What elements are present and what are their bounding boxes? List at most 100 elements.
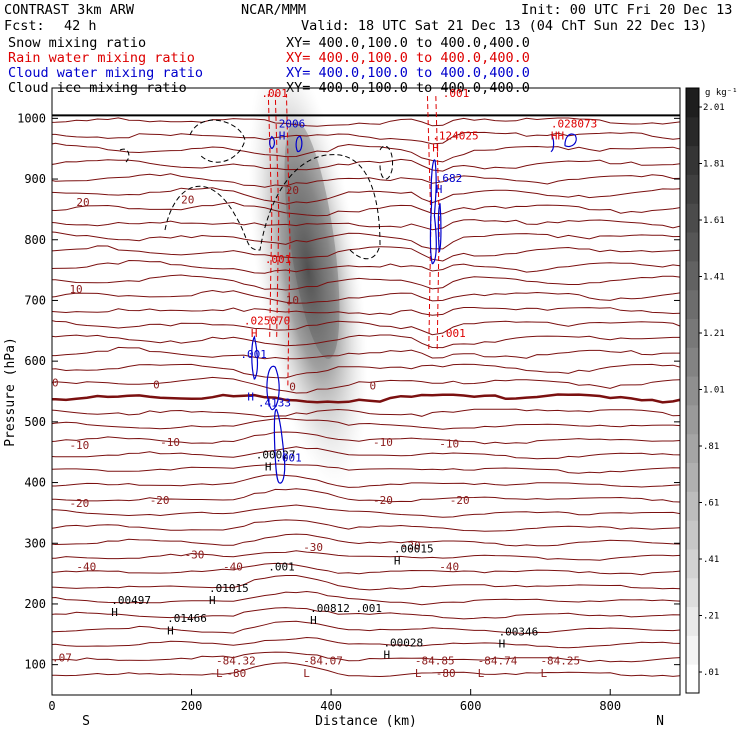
colorbar-swatch-10 xyxy=(686,376,699,406)
cloud-water-contour-3 xyxy=(429,159,437,265)
temperature-contour-37 xyxy=(52,131,680,145)
temperature-contour-18 xyxy=(52,408,680,418)
temperature-label-3: -30 xyxy=(185,548,205,561)
temperature-contour-16 xyxy=(52,431,680,445)
plot-frame xyxy=(51,87,681,696)
y-tick-label-9: 1000 xyxy=(17,111,46,125)
extrema-label-28: .00027 xyxy=(256,448,296,461)
temperature-label-5: -30 xyxy=(303,541,323,554)
y-tick-label-6: 700 xyxy=(24,293,46,307)
x-end-left: S xyxy=(82,714,90,729)
temperature-label-9: -20 xyxy=(450,494,470,507)
y-tick-label-0: 100 xyxy=(24,658,46,672)
temperature-label-10: -10 xyxy=(69,439,89,452)
extrema-label-22: H xyxy=(209,594,216,607)
colorbar-tick-label-3: .61 xyxy=(703,499,719,509)
extrema-label-36: .001 xyxy=(439,327,466,340)
extrema-label-2: .07 xyxy=(52,652,72,665)
y-tick-label-4: 500 xyxy=(24,415,46,429)
y-tick-label-7: 800 xyxy=(24,233,46,247)
colorbar-tick-label-5: 1.01 xyxy=(703,386,725,396)
extrema-label-46: .001 xyxy=(443,87,470,100)
x-tick-label-0: 0 xyxy=(48,699,55,713)
temperature-contour-12 xyxy=(52,488,680,503)
y-tick-label-8: 900 xyxy=(24,172,46,186)
field-xy-snow: XY= 400.0,100.0 to 400.0,400.0 xyxy=(286,35,530,51)
temperature-contour-26 xyxy=(52,289,680,304)
colorbar-tick-label-6: 1.21 xyxy=(703,329,725,339)
extrema-label-34: .025070 xyxy=(244,315,290,328)
field-name-snow: Snow mixing ratio xyxy=(8,35,147,51)
temperature-contour-25 xyxy=(52,307,680,316)
extrema-label-31: H xyxy=(247,391,254,404)
cloud-water-contour-4 xyxy=(437,203,442,253)
rain-contour-0 xyxy=(267,94,273,337)
rain-contour-3 xyxy=(426,94,432,350)
temperature-label-20: 20 xyxy=(76,196,89,209)
extrema-label-44: .028073 xyxy=(551,117,597,130)
temperature-label-14: 0 xyxy=(52,377,59,390)
temperature-contour-21 xyxy=(52,363,680,379)
colorbar-tick-label-7: 1.41 xyxy=(703,273,725,283)
temperature-contour-35 xyxy=(52,158,680,172)
org-title: NCAR/MMM xyxy=(241,2,307,18)
temperature-contour-28 xyxy=(52,259,680,274)
temperature-contour-8 xyxy=(52,550,680,561)
temperature-contour-30 xyxy=(52,231,680,250)
x-tick-label-3: 600 xyxy=(460,699,482,713)
extrema-label-29: .001 xyxy=(275,451,302,464)
temperature-label-23: -80 xyxy=(226,667,246,680)
colorbar-swatch-13 xyxy=(686,289,699,319)
rain-contour-2 xyxy=(285,94,291,386)
extrema-label-8: -84.74 xyxy=(478,655,518,668)
temperature-contour-32 xyxy=(52,201,680,217)
temperature-contour-20 xyxy=(52,376,680,394)
colorbar-swatch-6 xyxy=(686,491,699,521)
field-name-cloudwater: Cloud water mixing ratio xyxy=(8,65,204,81)
extrema-label-17: .001 xyxy=(356,602,383,615)
colorbar-swatch-0 xyxy=(686,664,699,694)
extrema-label-42: .124025 xyxy=(432,130,478,143)
extrema-label-25: H xyxy=(394,554,401,567)
temperature-label-22: 20 xyxy=(286,184,299,197)
cloud-water-contour-0 xyxy=(273,409,286,484)
temperature-label-0: -40 xyxy=(76,561,96,574)
colorbar-tick-label-8: 1.61 xyxy=(703,216,725,226)
x-axis-title: Distance (km) xyxy=(315,714,417,729)
temperature-contour-1 xyxy=(52,651,680,663)
fcst-value: 42 h xyxy=(64,18,97,34)
snow-shading xyxy=(248,88,368,488)
extrema-label-24: .001 xyxy=(268,561,295,574)
colorbar-tick-label-2: .41 xyxy=(703,555,719,565)
temperature-contour-38 xyxy=(52,117,680,127)
x-tick-label-4: 800 xyxy=(599,699,621,713)
extrema-label-6: -84.85 xyxy=(415,655,455,668)
colorbar-swatch-20 xyxy=(686,88,699,118)
extrema-label-5: L xyxy=(415,667,422,680)
cloud-ice-contour-2 xyxy=(379,145,394,180)
rain-contour-4 xyxy=(435,94,440,350)
temperature-label-19: 10 xyxy=(286,294,299,307)
temperature-contour-24 xyxy=(52,320,680,336)
extrema-label-23: .01015 xyxy=(209,582,249,595)
temperature-contours xyxy=(52,114,680,678)
extrema-label-32: .001 xyxy=(240,348,267,361)
temperature-label-12: -10 xyxy=(373,436,393,449)
x-axis: 0 200 400 600 800 xyxy=(48,689,621,713)
colorbar: .01 .21 .41 .61 .81 1.01 1.21 1.41 1.61 1.81 2.01 xyxy=(685,87,725,694)
x-tick-label-2: 400 xyxy=(320,699,342,713)
extrema-label-4: -84.07 xyxy=(303,655,343,668)
colorbar-swatch-8 xyxy=(686,433,699,464)
extrema-label-9: L xyxy=(540,667,547,680)
extrema-label-30: .4133 xyxy=(258,397,291,410)
temperature-contour-2 xyxy=(52,636,680,649)
colorbar-swatch-3 xyxy=(686,577,699,608)
cloud-water-contour-6 xyxy=(269,135,276,150)
colorbar-swatch-2 xyxy=(686,606,699,636)
field-name-rain: Rain water mixing ratio xyxy=(8,50,195,66)
temperature-label-6: -20 xyxy=(69,497,89,510)
cloud-water-contour-2 xyxy=(251,335,259,380)
colorbar-swatch-19 xyxy=(686,116,699,147)
colorbar-tick-label-1: .21 xyxy=(703,612,719,622)
